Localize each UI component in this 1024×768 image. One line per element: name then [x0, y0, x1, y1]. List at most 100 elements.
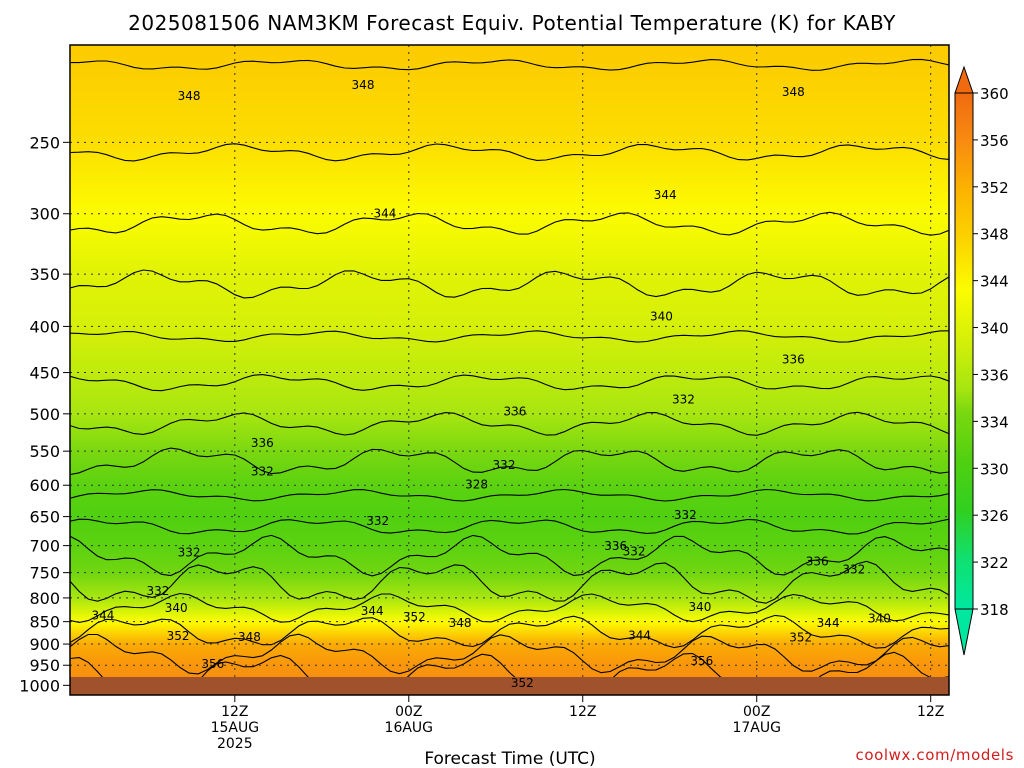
colorbar: 318 322 326 330 334 336 340 344 348 352 356 360	[954, 65, 1009, 656]
y-tick-label-1000: 1000	[19, 676, 60, 695]
contour-label-29: 352	[167, 629, 190, 643]
contour-label-2: 348	[782, 85, 805, 99]
contour-line-347-1	[70, 143, 949, 162]
y-tick-label-550: 550	[29, 442, 60, 461]
colorbar-tick-label-326: 326	[980, 507, 1009, 525]
colorbar-ticks: 318 322 326 330 334 336 340 344 348 352 356 360	[973, 85, 1009, 619]
colorbar-extend-max	[954, 65, 974, 94]
contour-line-336-6	[70, 411, 949, 436]
contour-label-28: 340	[868, 611, 891, 625]
y-tick-label-850: 850	[29, 613, 60, 632]
contour-line-344-2	[70, 211, 949, 236]
x-tick-label-0-1: 15AUG	[211, 720, 260, 736]
contour-label-16: 336	[604, 539, 627, 553]
contour-line-333-11	[70, 560, 949, 604]
contour-line-349-0	[70, 58, 949, 71]
contour-label-31: 344	[628, 628, 651, 642]
chart-title: 2025081506 NAM3KM Forecast Equiv. Potent…	[128, 11, 896, 35]
contour-label-7: 336	[504, 404, 527, 418]
contour-label-24: 352	[403, 610, 426, 624]
y-tick-label-950: 950	[29, 656, 60, 675]
y-tick-label-600: 600	[29, 476, 60, 495]
colorbar-tick-label-360: 360	[980, 85, 1009, 103]
contour-label-21: 340	[165, 601, 188, 615]
contour-line-334-7	[70, 447, 949, 476]
contour-label-22: 344	[92, 609, 115, 623]
contour-label-15: 332	[178, 545, 201, 559]
contour-line-344-13	[70, 614, 949, 649]
y-tick-label-500: 500	[29, 405, 60, 424]
x-tick-label-3-0: 00Z	[743, 704, 770, 720]
colorbar-tick-label-352: 352	[980, 179, 1009, 197]
contour-label-14: 332	[674, 508, 697, 522]
contour-label-20: 332	[146, 584, 169, 598]
contour-line-341-3	[70, 269, 949, 299]
colorbar-tick-label-334: 334	[980, 413, 1009, 431]
contour-label-32: 352	[789, 630, 812, 644]
contour-line-338-5	[70, 374, 949, 392]
y-tick-label-250: 250	[29, 133, 60, 152]
x-tick-label-2-0: 12Z	[569, 704, 596, 720]
colorbar-extend-min	[954, 608, 974, 656]
y-tick-label-650: 650	[29, 508, 60, 527]
y-tick-label-400: 400	[29, 317, 60, 336]
contour-label-26: 340	[688, 600, 711, 614]
x-tick-label-4-0: 12Z	[917, 704, 944, 720]
contour-label-23: 344	[361, 604, 384, 618]
contour-label-1: 348	[352, 78, 375, 92]
plot-frame	[69, 44, 950, 696]
contour-label-10: 332	[251, 464, 274, 478]
contour-label-17: 332	[623, 545, 646, 559]
x-tick-label-3-1: 17AUG	[732, 720, 781, 736]
contour-label-27: 344	[817, 616, 840, 630]
contour-line-331-8	[70, 488, 949, 502]
colorbar-tick-label-340: 340	[980, 320, 1009, 338]
contour-line-330-9	[70, 518, 949, 535]
x-tick-label-0-2: 2025	[217, 736, 253, 752]
x-tick-label-1-1: 16AUG	[385, 720, 434, 736]
colorbar-tick-label-348: 348	[980, 226, 1009, 244]
contour-label-18: 336	[806, 555, 829, 569]
colorbar-tick-label-318: 318	[980, 601, 1009, 619]
y-tick-label-900: 900	[29, 635, 60, 654]
contour-label-5: 340	[650, 310, 673, 324]
y-tick-label-450: 450	[29, 364, 60, 383]
x-tick-label-1-0: 00Z	[395, 704, 422, 720]
colorbar-tick-label-336: 336	[980, 366, 1009, 384]
contour-label-6: 336	[782, 352, 805, 366]
contour-label-25: 348	[449, 616, 472, 630]
y-tick-label-700: 700	[29, 537, 60, 556]
contour-line-336-12	[70, 592, 949, 623]
contour-label-34: 356	[690, 654, 713, 668]
contour-label-30: 348	[238, 630, 261, 644]
x-axis-label: Forecast Time (UTC)	[424, 749, 595, 768]
y-tick-label-800: 800	[29, 589, 60, 608]
contour-label-8: 332	[672, 392, 695, 406]
colorbar-body	[954, 92, 974, 610]
colorbar-tick-label-356: 356	[980, 132, 1009, 150]
contour-label-35: 352	[511, 676, 534, 690]
contour-label-3: 344	[374, 207, 397, 221]
contour-label-9: 336	[251, 436, 274, 450]
y-tick-label-300: 300	[29, 205, 60, 224]
y-tick-label-750: 750	[29, 564, 60, 583]
theta-e-field	[70, 45, 949, 695]
colorbar-tick-label-330: 330	[980, 460, 1009, 478]
colorbar-tick-label-344: 344	[980, 273, 1009, 291]
contour-label-11: 332	[493, 458, 516, 472]
contour-label-0: 348	[178, 89, 201, 103]
x-tick-label-0-0: 12Z	[221, 704, 248, 720]
contour-label-19: 332	[842, 562, 865, 576]
contour-label-13: 332	[366, 514, 389, 528]
credit-text: coolwx.com/models	[856, 746, 1015, 764]
colorbar-tick-label-322: 322	[980, 554, 1009, 572]
y-tick-label-350: 350	[29, 265, 60, 284]
contour-line-331-10	[70, 534, 949, 577]
contour-label-4: 344	[654, 188, 677, 202]
y-axis: 250 300 350 400 450 500 550 600 650 700 750 800 850 9…	[19, 133, 70, 695]
contour-line-353-14	[70, 633, 949, 675]
